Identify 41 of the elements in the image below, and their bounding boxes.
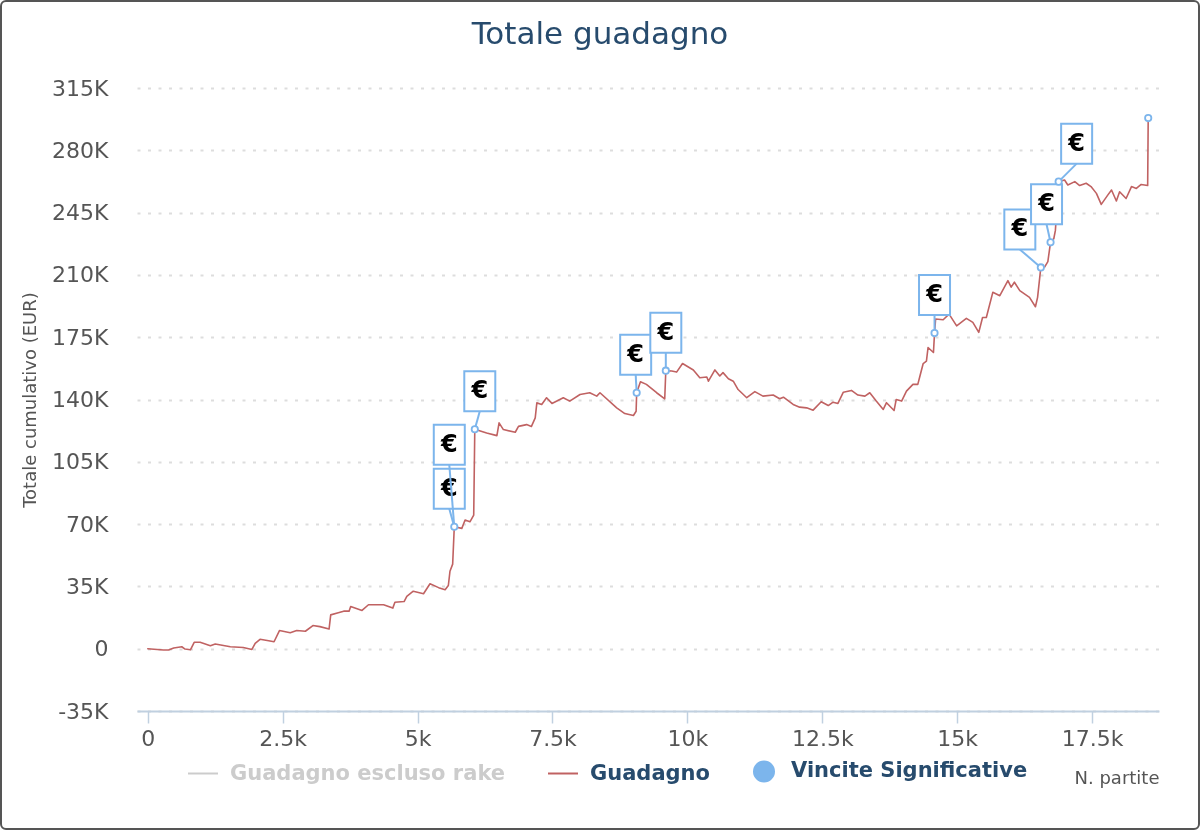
y-tick-label: 105K: [52, 449, 110, 475]
x-tick-label: 10k: [667, 725, 709, 751]
y-tick-label: 280K: [52, 137, 110, 163]
y-axis-title: Totale cumulativo (EUR): [19, 292, 41, 509]
x-axis-title: N. partite: [1074, 766, 1160, 788]
y-tick-label: 210K: [52, 262, 110, 288]
annotation: €: [1010, 214, 1029, 243]
y-tick-label: 0: [94, 636, 109, 662]
annotation: €: [925, 280, 943, 309]
point: [450, 522, 459, 531]
y-tick-label: 315K: [52, 75, 110, 101]
annotation: €: [470, 376, 489, 405]
x-tick-label: 15k: [937, 725, 979, 751]
y-tick-label: 175K: [52, 324, 110, 350]
x-tick-label: 7.5k: [529, 725, 578, 751]
annotation: €: [626, 339, 645, 368]
x-tick-label: 0: [141, 725, 156, 751]
point: [632, 388, 641, 397]
chart-title: Totale guadagno: [470, 15, 729, 51]
point: [1036, 263, 1045, 272]
x-tick-label: 5k: [404, 725, 432, 751]
y-tick-label: -35K: [58, 698, 110, 724]
legend-label: Guadagno: [590, 760, 710, 785]
y-tick-label: 140K: [52, 387, 110, 412]
x-tick-label: 2.5k: [259, 725, 308, 751]
annotation: €: [1037, 189, 1055, 218]
point: [1144, 114, 1153, 123]
x-tick-label: 17.5k: [1061, 725, 1124, 751]
point: [1046, 238, 1055, 247]
y-tick-label: 70K: [66, 511, 110, 537]
legend-label: Vincite Significative: [791, 758, 1028, 783]
point: [930, 329, 939, 338]
point: [661, 366, 670, 375]
x-tick-label: 12.5k: [791, 725, 854, 751]
y-tick-label: 245K: [52, 200, 110, 226]
y-tick-label: 35K: [66, 573, 110, 599]
point: [1054, 177, 1063, 186]
annotation: €: [1067, 128, 1085, 157]
annotation: €: [439, 429, 458, 458]
point: [470, 425, 479, 434]
annotation: €: [656, 317, 675, 346]
